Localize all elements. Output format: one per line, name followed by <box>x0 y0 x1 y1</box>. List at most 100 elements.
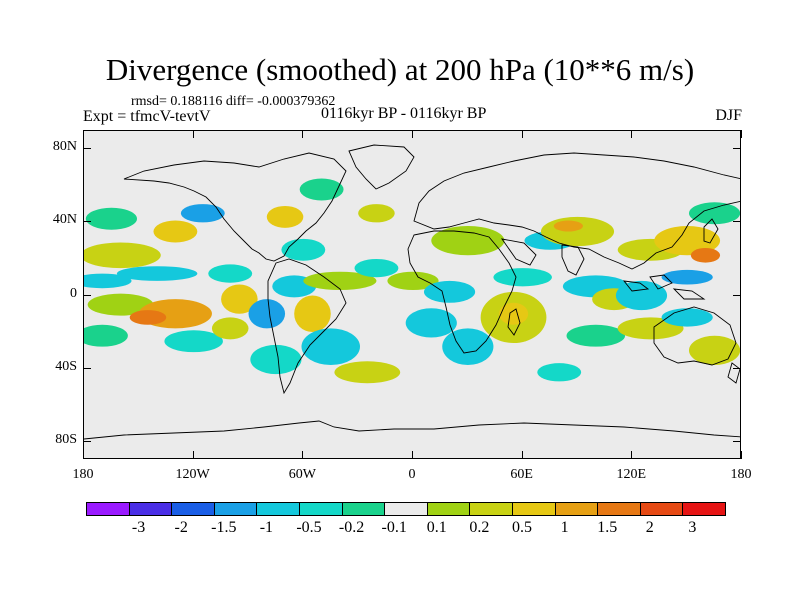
longitude-tick-mark <box>83 451 84 459</box>
field-contour-39 <box>615 280 668 311</box>
colorbar-swatch-2 <box>171 502 215 516</box>
latitude-tick-mark <box>83 294 91 296</box>
field-contour-13 <box>211 317 249 340</box>
longitude-tick-mark <box>83 130 84 138</box>
field-contour-4 <box>84 273 132 289</box>
colorbar-label: 0.1 <box>426 519 447 536</box>
colorbar-label: 0.2 <box>469 519 490 536</box>
field-contour-49 <box>689 202 740 225</box>
longitude-tick-mark <box>302 130 304 138</box>
longitude-tick-mark <box>521 130 523 138</box>
field-contour-28 <box>405 308 457 338</box>
field-contour-20 <box>303 271 377 291</box>
period-label: 0116kyr BP - 0116kyr BP <box>321 105 487 122</box>
latitude-tick-mark <box>83 148 91 150</box>
field-contour-32 <box>498 302 529 325</box>
field-contour-26 <box>387 271 439 291</box>
season-label: DJF <box>715 107 742 124</box>
field-contour-42 <box>661 269 713 285</box>
coastline-greenland <box>348 144 415 190</box>
map-title: Divergence (smoothed) at 200 hPa (10**6 … <box>105 52 695 87</box>
field-contour-11 <box>164 330 223 353</box>
field-contour-25 <box>354 258 399 278</box>
experiment-label: Expt = tfmcV-tevtV <box>83 108 211 125</box>
colorbar-label: 1 <box>560 519 569 536</box>
longitude-tick-mark <box>192 451 194 459</box>
field-contour-14 <box>248 299 286 329</box>
coastline-antarctica <box>84 420 740 440</box>
coastline-arabia <box>501 238 537 266</box>
map-plot-area <box>83 130 741 459</box>
field-contour-10 <box>84 324 128 347</box>
latitude-tick-mark <box>733 221 741 223</box>
latitude-tick-mark <box>733 440 741 442</box>
field-contour-0 <box>84 242 161 269</box>
coastlines <box>84 144 740 440</box>
longitude-tick-label: 0 <box>408 467 416 482</box>
field-contour-7 <box>87 293 154 316</box>
colorbar-label: -0.2 <box>338 519 365 536</box>
colorbar-swatch-12 <box>597 502 641 516</box>
field-contour-23 <box>299 178 344 201</box>
colorbar-swatch-8 <box>426 502 471 516</box>
field-contour-33 <box>493 268 552 287</box>
field-contour-5 <box>116 266 198 281</box>
colorbar-swatch-0 <box>86 502 130 516</box>
field-contour-48 <box>537 363 582 382</box>
colorbar-swatch-13 <box>639 502 684 516</box>
latitude-tick-label: 80N <box>52 139 77 155</box>
colorbar-swatch-10 <box>511 502 556 516</box>
field-contour-27 <box>423 280 476 303</box>
field-contour-44 <box>566 324 626 347</box>
colorbar-label: -1.5 <box>211 519 237 536</box>
longitude-tick-mark <box>631 130 633 138</box>
latitude-tick-mark <box>83 367 91 369</box>
stats-text: rmsd= 0.188116 diff= -0.000379362 <box>131 94 336 109</box>
coastline-india <box>561 244 585 276</box>
latitude-tick-label: 80S <box>55 431 77 447</box>
colorbar-label: -0.5 <box>296 519 322 536</box>
coastline-eurasia <box>413 152 740 270</box>
field-contour-35 <box>540 216 615 247</box>
field-contour-18 <box>301 328 360 365</box>
field-contour-3 <box>180 204 225 223</box>
longitude-tick-label: 60E <box>510 467 533 482</box>
divergence-field <box>84 178 740 384</box>
field-contour-6 <box>208 264 253 283</box>
longitude-tick-label: 120W <box>175 467 210 482</box>
latitude-tick-label: 40N <box>52 212 77 228</box>
latitude-tick-label: 40S <box>55 358 77 374</box>
colorbar-label: -1 <box>259 519 274 536</box>
colorbar-swatch-14 <box>682 502 726 516</box>
coastline-north-america <box>123 152 347 262</box>
colorbar-swatch-11 <box>554 502 599 516</box>
colorbar-label: -2 <box>174 519 188 536</box>
latitude-tick-mark <box>733 367 741 369</box>
field-contour-16 <box>294 295 331 333</box>
colorbar-swatch-4 <box>256 502 300 516</box>
colorbar-label: 1.5 <box>597 519 618 536</box>
colorbar-swatch-7 <box>384 502 428 516</box>
colorbar-swatch-5 <box>298 502 343 516</box>
coastline-japan <box>703 218 719 244</box>
field-contour-29 <box>431 226 505 256</box>
longitude-tick-mark <box>631 451 633 459</box>
coastline-australia <box>653 306 737 366</box>
longitude-tick-mark <box>741 130 742 138</box>
colorbar-swatch-6 <box>341 502 386 516</box>
coastline-madagascar <box>507 308 521 336</box>
colorbar-label: -3 <box>131 519 146 536</box>
longitude-tick-mark <box>192 130 194 138</box>
field-contour-9 <box>129 310 167 325</box>
colorbar-label: -0.1 <box>381 519 407 536</box>
coastline-south-america <box>267 258 347 395</box>
coastline-new-zealand <box>727 362 740 384</box>
latitude-tick-mark <box>733 294 741 296</box>
longitude-tick-label: 120E <box>616 467 647 482</box>
field-contour-36 <box>553 220 583 232</box>
longitude-tick-label: 180 <box>72 467 94 482</box>
field-contour-46 <box>661 308 713 327</box>
field-contour-1 <box>153 220 198 243</box>
coastline-africa <box>407 230 517 354</box>
longitude-tick-mark <box>412 451 413 459</box>
